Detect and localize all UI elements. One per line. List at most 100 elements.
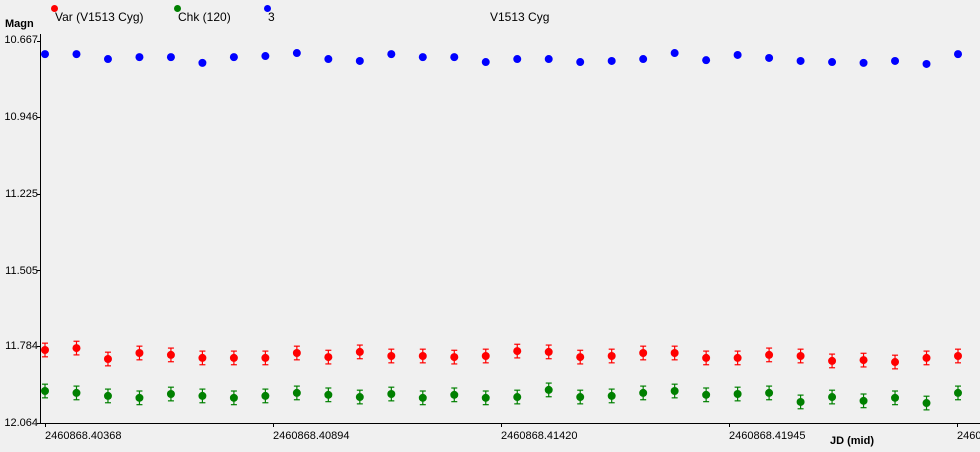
data-point[interactable] [544,385,553,394]
data-point[interactable] [639,348,648,357]
data-point[interactable] [41,345,49,354]
data-point[interactable] [103,391,112,400]
data-point[interactable] [513,55,522,64]
data-point[interactable] [954,50,962,59]
data-point[interactable] [828,393,837,402]
data-point[interactable] [292,388,301,397]
data-point[interactable] [292,49,301,58]
data-point[interactable] [922,59,931,68]
data-point[interactable] [765,53,774,62]
data-point[interactable] [324,390,333,399]
data-point[interactable] [859,356,868,365]
data-point[interactable] [355,56,364,65]
data-point[interactable] [733,353,742,362]
data-point[interactable] [891,56,900,65]
legend-label-var: Var (V1513 Cyg) [55,10,144,24]
data-point[interactable] [796,397,805,406]
data-point[interactable] [733,390,742,399]
data-point[interactable] [324,353,333,362]
y-tick-label: 10.667 [4,34,38,46]
data-point[interactable] [355,393,364,402]
data-point[interactable] [135,348,144,357]
data-point[interactable] [922,353,931,362]
data-point[interactable] [41,50,49,59]
data-point[interactable] [355,347,364,356]
data-point[interactable] [733,50,742,59]
data-point[interactable] [670,387,679,396]
data-point[interactable] [135,53,144,62]
data-point[interactable] [166,390,175,399]
data-point[interactable] [859,58,868,67]
data-point[interactable] [702,56,711,65]
data-point[interactable] [261,391,270,400]
data-point[interactable] [639,388,648,397]
data-point[interactable] [387,352,396,361]
x-tick-label: 2460868.41420 [501,430,578,442]
data-point[interactable] [198,58,207,67]
data-point[interactable] [544,347,553,356]
data-point[interactable] [702,353,711,362]
data-point[interactable] [576,58,585,67]
data-point[interactable] [607,391,616,400]
data-point[interactable] [166,53,175,62]
x-tick-label: 2460868.40368 [45,430,122,442]
data-point[interactable] [72,388,81,397]
data-point[interactable] [103,55,112,64]
data-point[interactable] [166,350,175,359]
data-point[interactable] [639,55,648,64]
data-point[interactable] [229,53,238,62]
x-axis-title: JD (mid) [830,435,874,447]
data-point[interactable] [481,352,490,361]
data-point[interactable] [607,352,616,361]
data-point[interactable] [418,53,427,62]
data-point[interactable] [670,348,679,357]
data-point[interactable] [72,50,81,59]
data-point[interactable] [324,55,333,64]
data-point[interactable] [513,393,522,402]
data-point[interactable] [135,393,144,402]
data-point[interactable] [450,390,459,399]
data-point[interactable] [796,352,805,361]
data-point[interactable] [513,347,522,356]
data-point[interactable] [292,348,301,357]
data-point[interactable] [828,58,837,67]
data-point[interactable] [954,352,962,361]
data-point[interactable] [103,355,112,364]
data-point[interactable] [891,393,900,402]
data-point[interactable] [387,50,396,59]
data-point[interactable] [261,52,270,61]
data-point[interactable] [72,344,81,353]
data-point[interactable] [576,353,585,362]
data-point[interactable] [859,396,868,405]
data-point[interactable] [828,356,837,365]
data-point[interactable] [198,353,207,362]
data-point[interactable] [765,388,774,397]
data-point[interactable] [765,350,774,359]
data-point[interactable] [229,393,238,402]
data-point[interactable] [607,56,616,65]
chart-title: V1513 Cyg [490,10,550,24]
data-point[interactable] [922,399,931,408]
x-tick-label: 2460868.41945 [729,430,806,442]
data-point[interactable] [450,53,459,62]
legend-label-chk: Chk (120) [178,10,231,24]
data-point[interactable] [576,393,585,402]
data-point[interactable] [481,58,490,67]
data-point[interactable] [41,387,49,396]
data-point[interactable] [229,353,238,362]
data-point[interactable] [261,353,270,362]
data-point[interactable] [670,49,679,58]
legend-label-comp: 3 [268,10,275,24]
data-point[interactable] [481,393,490,402]
data-point[interactable] [198,391,207,400]
data-point[interactable] [796,56,805,65]
data-point[interactable] [450,353,459,362]
data-point[interactable] [702,390,711,399]
data-point[interactable] [954,388,962,397]
data-point[interactable] [544,55,553,64]
data-point[interactable] [387,390,396,399]
data-point[interactable] [891,358,900,367]
data-point[interactable] [418,393,427,402]
data-point[interactable] [418,352,427,361]
